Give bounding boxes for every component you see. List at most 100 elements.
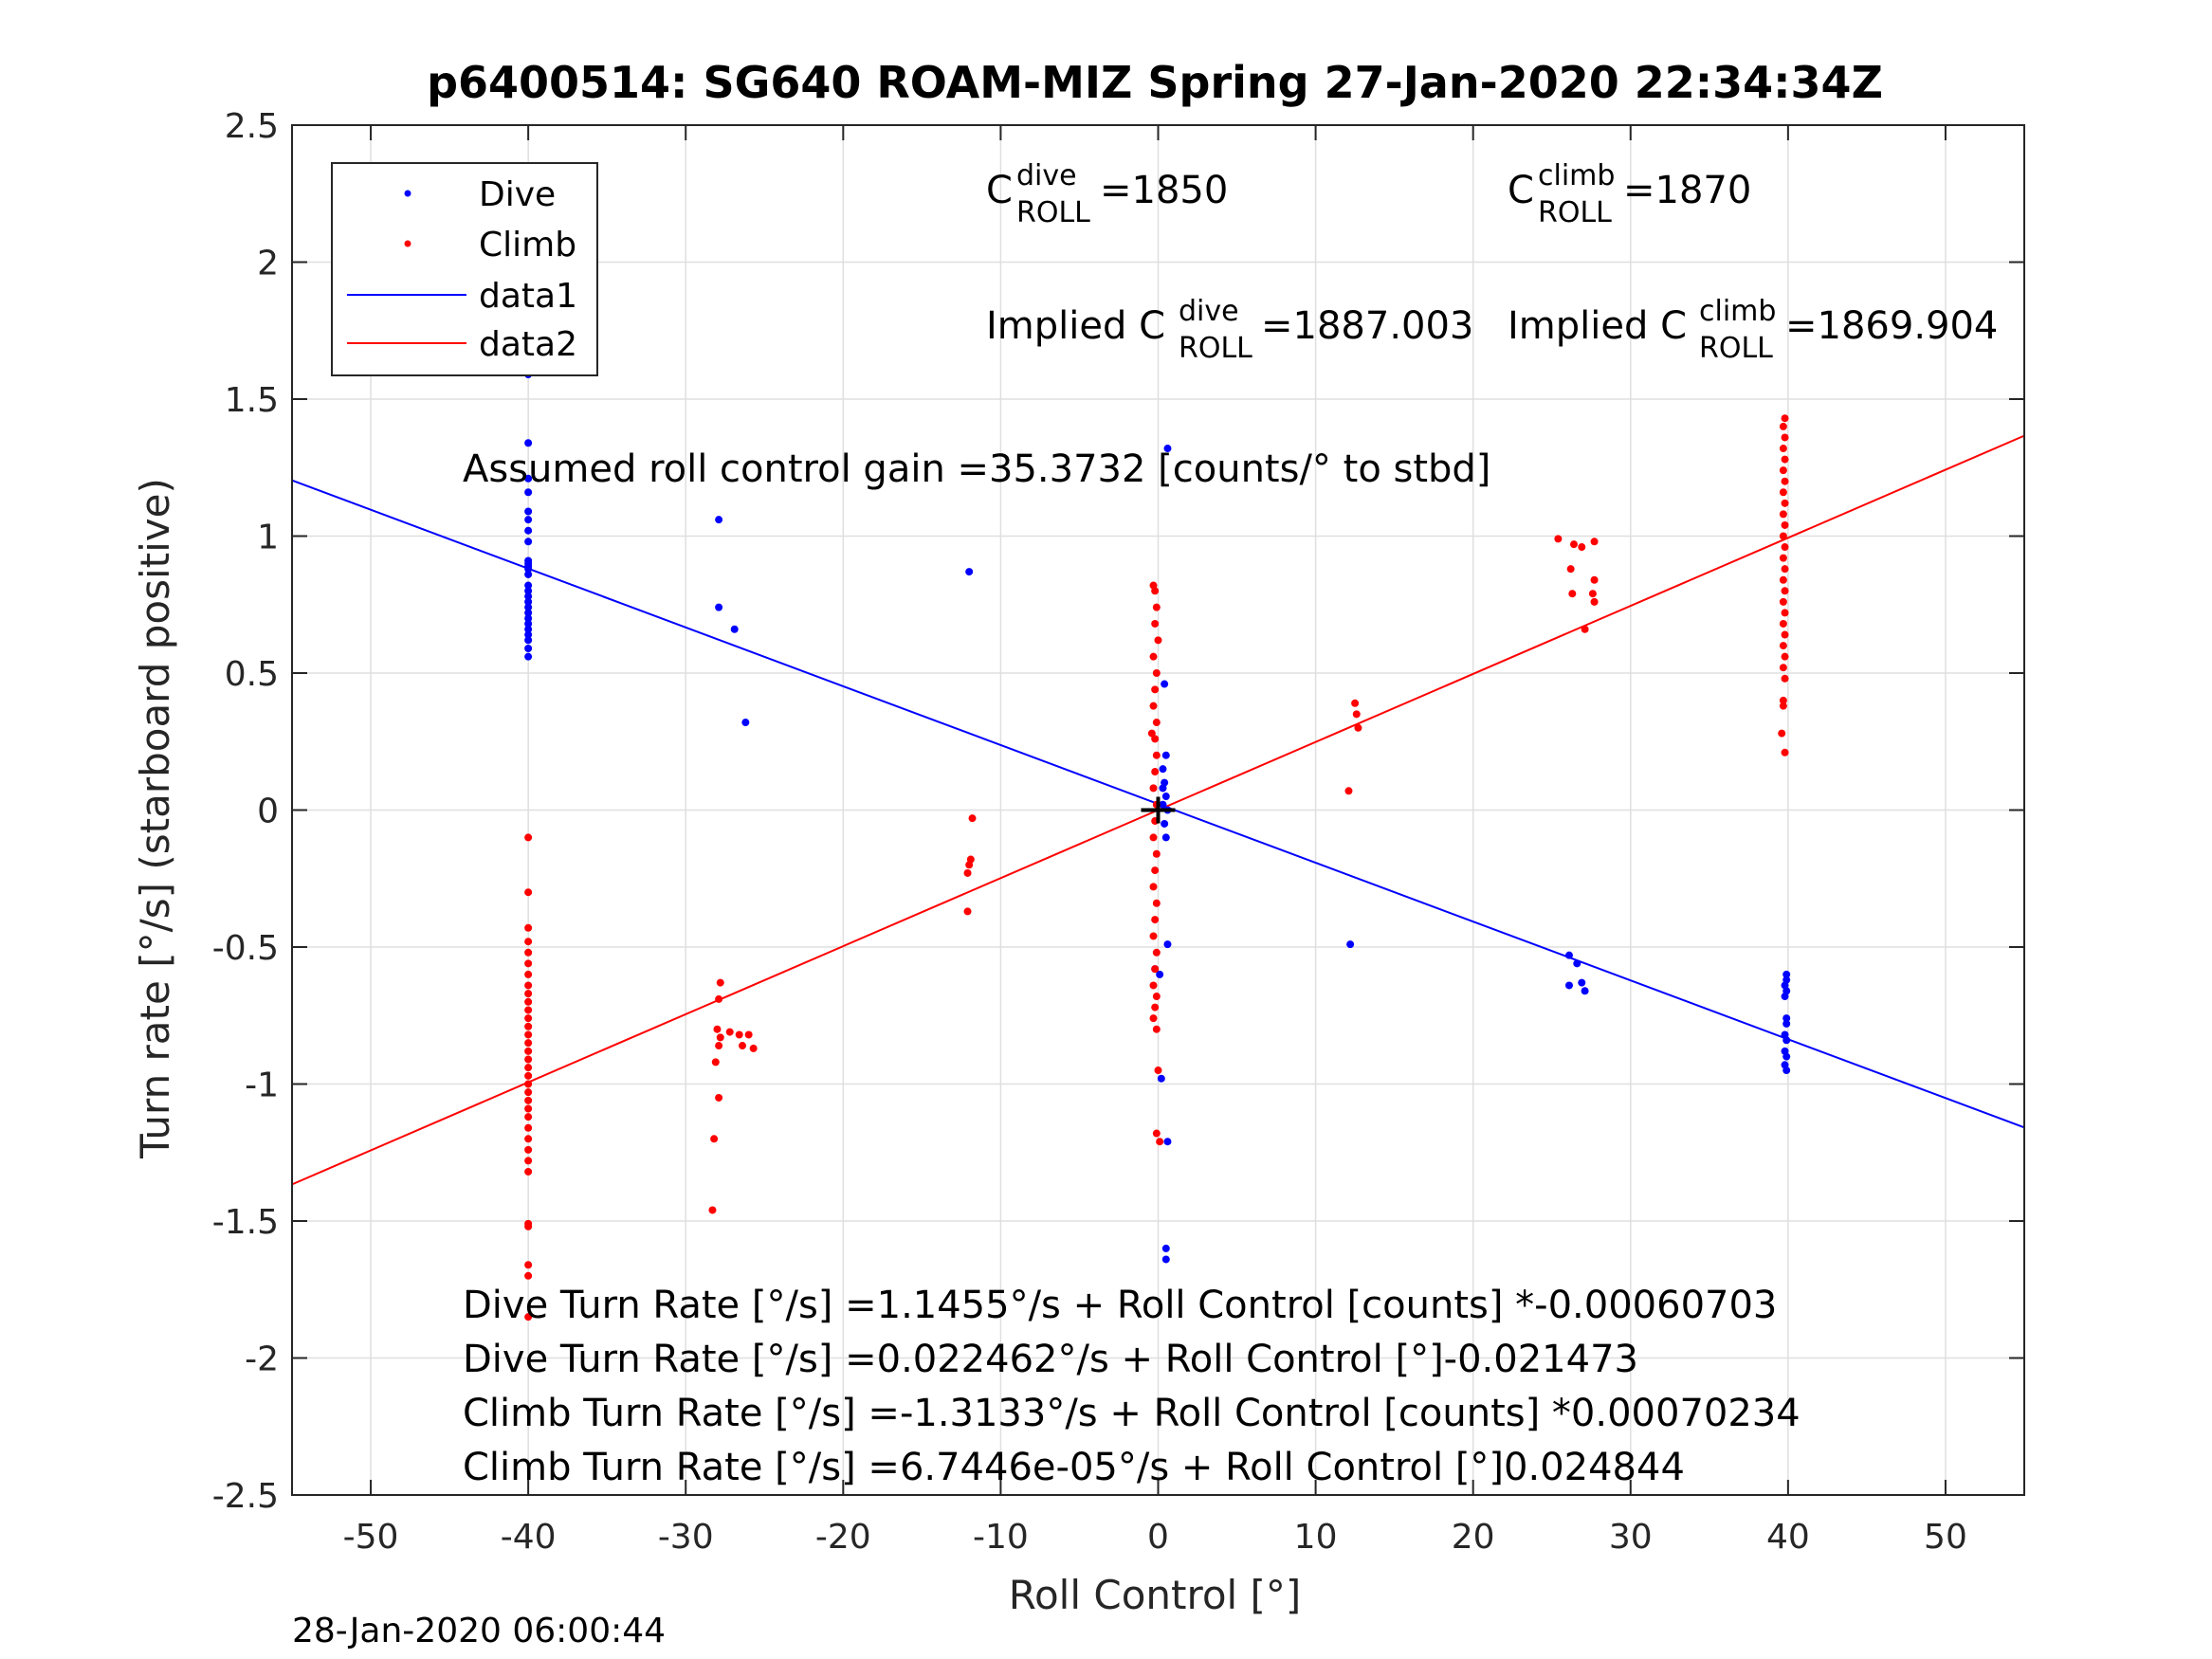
chart-title: p6400514: SG640 ROAM-MIZ Spring 27-Jan-2…	[427, 57, 1883, 108]
legend-label-climb: Climb	[479, 226, 576, 264]
y-tick-label: 0.5	[225, 655, 279, 694]
y-tick-label: -2.5	[212, 1477, 279, 1516]
climb-point	[1147, 729, 1156, 738]
dive-point	[524, 619, 533, 628]
y-axis-label: Turn rate [°/s] (starboard positive)	[132, 478, 178, 1159]
climb-point	[1779, 488, 1787, 497]
climb-point	[735, 1030, 743, 1039]
climb-point	[524, 1064, 533, 1072]
dive-point	[741, 719, 750, 727]
x-tick-label: 50	[1924, 1518, 1967, 1557]
climb-point	[715, 1093, 723, 1102]
x-tick-label: -20	[815, 1518, 871, 1557]
dive-point	[524, 644, 533, 652]
climb-point	[1781, 609, 1789, 617]
y-tick-label: 2.5	[225, 107, 279, 146]
climb-point	[713, 1025, 722, 1033]
climb-point	[1566, 565, 1575, 574]
climb-point	[1779, 702, 1787, 710]
climb-point	[1151, 866, 1160, 875]
dive-point	[524, 614, 533, 623]
implied-dive-prefix: Implied C	[986, 304, 1165, 348]
climb-point	[1581, 625, 1589, 633]
climb-point	[1590, 575, 1599, 584]
gain-annotation: Assumed roll control gain =35.3732 [coun…	[463, 447, 1490, 491]
climb-point	[524, 981, 533, 990]
climb-point	[524, 1313, 533, 1322]
legend-label-data2: data2	[479, 325, 577, 364]
dive-point	[1346, 940, 1355, 949]
climb-point	[1354, 723, 1362, 732]
climb-point	[524, 1080, 533, 1088]
y-tick-labels: -2.5 -2 -1.5 -1 -0.5 0 0.5 1 1.5 2 2.5	[212, 107, 279, 1516]
climb-point	[524, 1047, 533, 1055]
climb-point	[1152, 849, 1161, 858]
dive-point	[524, 630, 533, 639]
climb-point	[1781, 499, 1789, 507]
x-tick-label: -10	[973, 1518, 1029, 1557]
implied-climb-annotation: Implied C climb ROLL =1869.904	[1508, 295, 1998, 365]
dive-point	[1159, 765, 1167, 774]
dive-point	[1159, 800, 1167, 809]
legend-label-dive: Dive	[479, 175, 556, 214]
x-axis-label: Roll Control [°]	[1009, 1572, 1302, 1618]
climb-point	[1779, 532, 1787, 540]
implied-climb-prefix: Implied C	[1508, 304, 1687, 348]
climb-point	[524, 888, 533, 897]
climb-point	[1781, 520, 1789, 529]
climb-point	[1779, 445, 1787, 453]
c-climb-value: =1870	[1623, 169, 1751, 212]
dive-point	[730, 625, 739, 633]
climb-point	[1151, 685, 1160, 694]
climb-point	[716, 978, 724, 987]
climb-point	[1151, 735, 1160, 743]
dive-point	[1161, 793, 1170, 801]
dive-point	[524, 565, 533, 574]
climb-point	[1779, 510, 1787, 519]
climb-point	[1154, 1066, 1162, 1075]
x-tick-label: -40	[501, 1518, 557, 1557]
y-tick-label: -2	[245, 1340, 279, 1379]
legend-marker-dive	[404, 190, 411, 197]
climb-point	[715, 1042, 723, 1050]
dive-point	[1782, 1052, 1791, 1061]
dive-point	[524, 507, 533, 516]
dive-point	[524, 538, 533, 546]
climb-point	[1152, 1129, 1161, 1138]
dive-point	[524, 488, 533, 497]
climb-point	[524, 1039, 533, 1048]
dive-point	[524, 526, 533, 535]
climb-point	[1781, 433, 1789, 442]
dive-point	[524, 603, 533, 611]
climb-point	[524, 833, 533, 842]
climb-point	[715, 994, 723, 1003]
dive-point	[524, 609, 533, 617]
dive-point	[1578, 978, 1586, 987]
c-roll-dive-annotation: C dive ROLL =1850	[986, 159, 1228, 229]
climb-point	[739, 1042, 747, 1050]
climb-point	[1151, 1003, 1160, 1012]
climb-point	[1781, 455, 1789, 464]
dive-counts-equation: Dive Turn Rate [°/s] =1.1455°/s + Roll C…	[463, 1284, 1777, 1327]
climb-point	[524, 990, 533, 998]
climb-point	[1344, 787, 1353, 795]
c-dive-base: C	[986, 169, 1013, 212]
climb-point	[1149, 652, 1158, 661]
dive-point	[524, 474, 533, 483]
x-tick-label: 10	[1294, 1518, 1338, 1557]
climb-point	[1156, 1138, 1164, 1146]
dive-point	[965, 568, 974, 576]
climb-point	[1151, 965, 1160, 974]
climb-point	[524, 1157, 533, 1165]
dive-point	[1156, 970, 1164, 978]
dive-point	[1161, 1244, 1170, 1252]
climb-point	[1152, 899, 1161, 907]
dive-point	[1782, 1036, 1791, 1045]
implied-climb-sub: ROLL	[1699, 332, 1773, 365]
climb-point	[1781, 674, 1789, 683]
climb-point	[1578, 543, 1586, 552]
implied-climb-sup: climb	[1699, 295, 1776, 328]
climb-point	[524, 923, 533, 932]
climb-point	[1152, 603, 1161, 611]
dive-point	[524, 516, 533, 524]
